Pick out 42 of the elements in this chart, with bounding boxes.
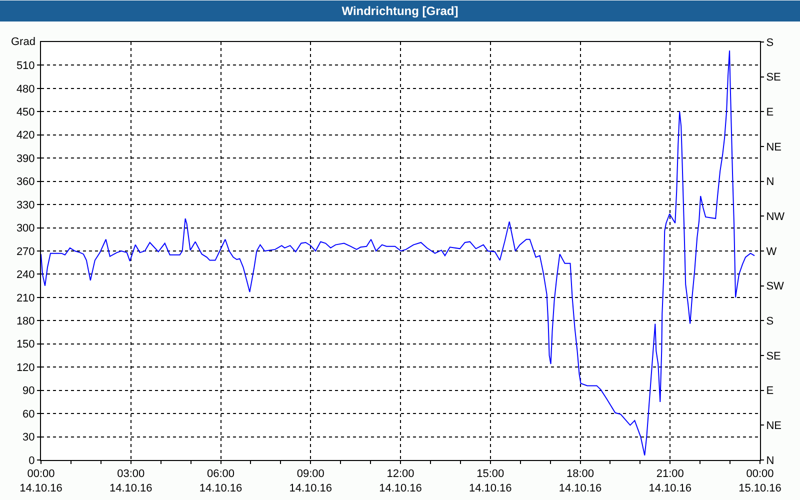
category-label: SE <box>766 72 781 84</box>
y-tick-label: 360 <box>16 176 35 188</box>
x-tick-label: 00:00 14.10.16 <box>20 468 62 494</box>
category-label: E <box>766 106 774 119</box>
category-label: E <box>766 385 774 398</box>
x-tick-label: 09:00 14.10.16 <box>289 468 332 494</box>
y-tick-label: 300 <box>16 222 35 235</box>
y-tick-label: 60 <box>22 408 35 420</box>
category-label: N <box>766 176 774 188</box>
x-tick-label: 18:00 14.10.16 <box>558 468 602 494</box>
category-label: S <box>766 316 774 328</box>
y-tick-label: 240 <box>16 269 35 282</box>
chart-title: Windrichtung [Grad] <box>342 4 458 18</box>
y-tick-label: 90 <box>22 385 35 398</box>
category-label: W <box>766 246 777 258</box>
y-tick-label: 150 <box>16 338 35 351</box>
y-tick-label: 390 <box>16 152 35 165</box>
y-tick-label: 480 <box>16 83 35 96</box>
category-label: NE <box>766 141 782 154</box>
y-tick-label: 510 <box>16 60 35 72</box>
x-tick-label: 06:00 14.10.16 <box>199 468 242 494</box>
category-label: S <box>766 36 774 49</box>
x-tick-label: 15:00 14.10.16 <box>468 468 512 494</box>
x-tick-label: 00:00 15.10.16 <box>738 468 782 494</box>
y-tick-label: 210 <box>16 292 35 304</box>
x-tick-label: 12:00 14.10.16 <box>379 468 422 494</box>
category-label: NW <box>766 211 785 224</box>
y-tick-label: 270 <box>16 246 35 258</box>
y-tick-label: 450 <box>16 106 35 119</box>
category-label: SW <box>766 280 784 293</box>
y-axis-title: Grad <box>11 36 36 48</box>
x-tick-label: 21:00 14.10.16 <box>648 468 692 494</box>
y-tick-label: 180 <box>16 316 35 328</box>
y-tick-label: 420 <box>16 130 35 142</box>
category-label: N <box>766 454 774 467</box>
y-tick-label: 330 <box>16 199 35 212</box>
y-tick-label: 120 <box>16 362 35 374</box>
category-label: NE <box>766 420 782 432</box>
category-label: SE <box>766 350 781 362</box>
x-tick-label: 03:00 14.10.16 <box>109 468 152 494</box>
y-tick-label: 30 <box>22 432 35 444</box>
y-tick-label: 0 <box>28 454 35 467</box>
